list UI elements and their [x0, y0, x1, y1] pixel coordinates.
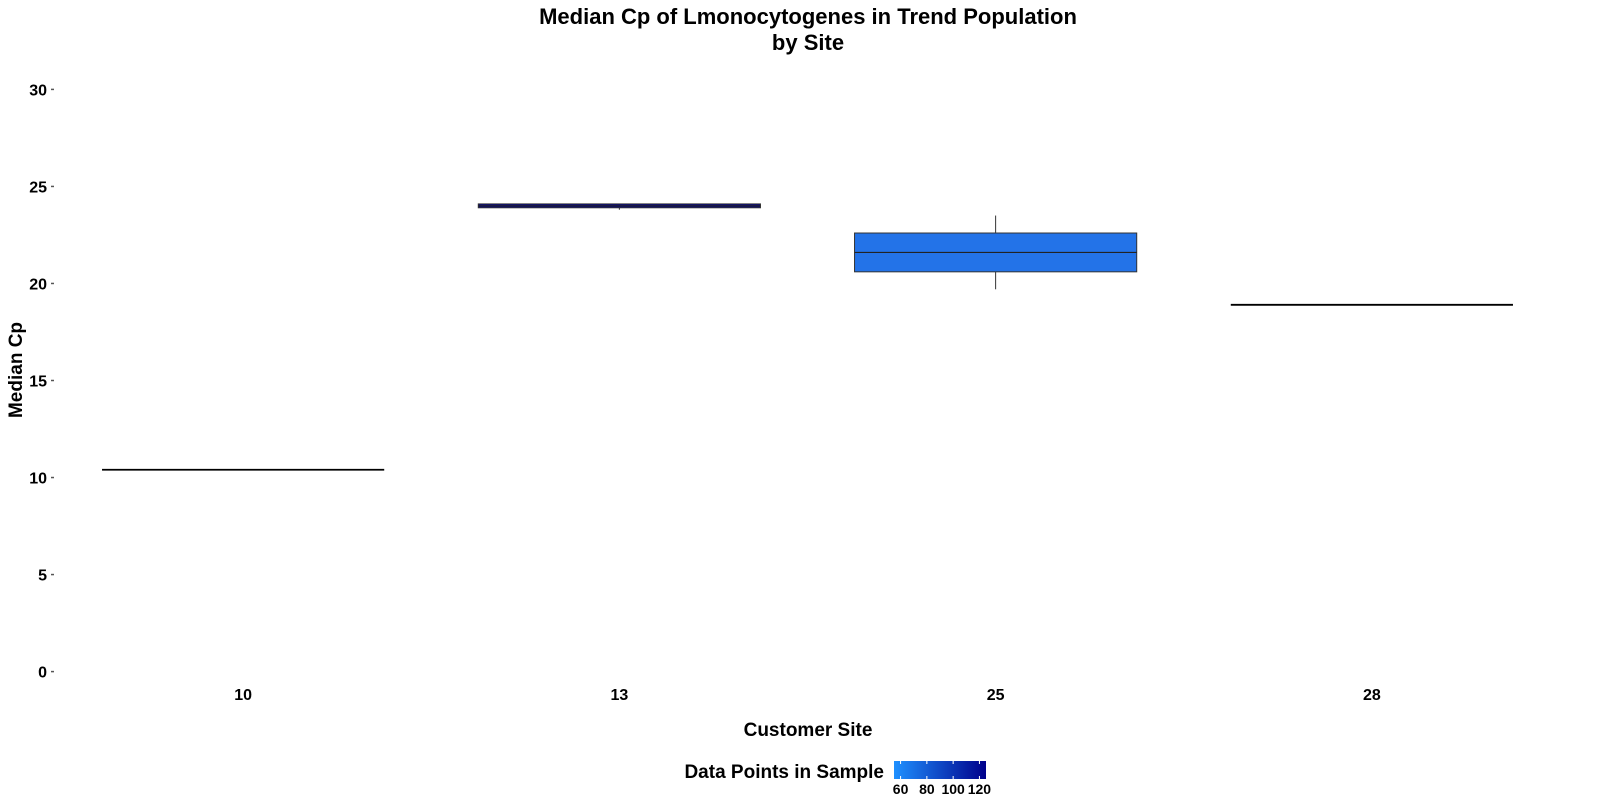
legend-tick-label: 100	[941, 781, 965, 797]
chart-subtitle: by Site	[772, 30, 844, 55]
y-tick-label: 25	[29, 179, 47, 196]
y-axis-label: Median Cp	[6, 322, 27, 418]
legend-tick-label: 120	[968, 781, 992, 797]
x-tick-label: 28	[1363, 687, 1381, 704]
legend-title: Data Points in Sample	[684, 762, 884, 783]
y-tick-label: 30	[29, 82, 47, 99]
x-tick-label: 25	[987, 687, 1005, 704]
y-tick-label: 10	[29, 471, 47, 488]
legend-colorbar	[894, 761, 986, 779]
y-tick-label: 20	[29, 276, 47, 293]
y-tick-label: 5	[38, 568, 47, 585]
y-tick-label: 15	[29, 374, 47, 391]
legend-tick-label: 80	[919, 781, 935, 797]
x-tick-label: 13	[610, 687, 628, 704]
legend-ticks: 60 80 100 120	[893, 761, 992, 797]
y-axis: 0 5 10 15 20 25 30	[29, 82, 54, 682]
x-axis-label: Customer Site	[744, 720, 873, 741]
legend: Data Points in Sample 60 80 100 120	[684, 761, 991, 797]
x-tick-label: 10	[234, 687, 252, 704]
boxes-layer	[102, 203, 1513, 471]
legend-tick-label: 60	[893, 781, 909, 797]
y-tick-label: 0	[38, 665, 47, 682]
x-axis: 10 13 25 28	[234, 687, 1381, 704]
chart-title: Median Cp of Lmonocytogenes in Trend Pop…	[539, 4, 1077, 29]
